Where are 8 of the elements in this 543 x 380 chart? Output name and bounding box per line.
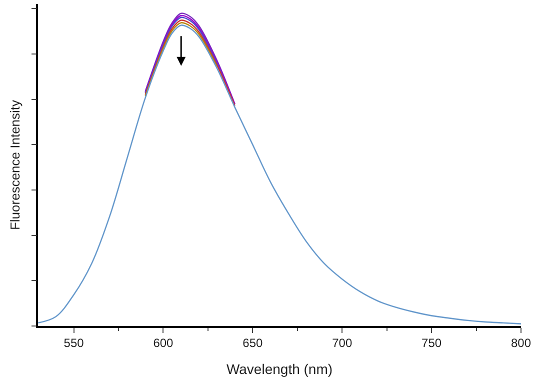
- x-tick-label: 800: [510, 336, 532, 350]
- x-tick-label: 750: [422, 336, 442, 350]
- x-tick-label: 650: [242, 336, 263, 350]
- x-tick-label: 550: [64, 336, 84, 350]
- x-axis-title: Wavelength (nm): [226, 360, 333, 377]
- x-tick-label: 700: [332, 336, 352, 350]
- x-tick-label: 600: [153, 336, 174, 350]
- y-axis-title: Fluorescence Intensity: [8, 99, 23, 230]
